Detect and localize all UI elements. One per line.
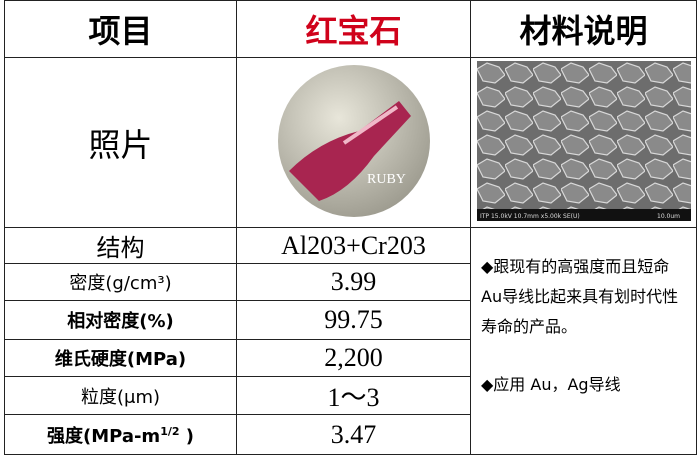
row-label: 粒度(μm) (4, 376, 237, 415)
description: ◆跟现有的高强度而且短命Au导线比起来具有划时代性寿命的产品。 ◆应用 Au，A… (470, 227, 697, 455)
row-value: 3.47 (236, 414, 471, 455)
highlight (342, 104, 398, 145)
ruby-needle (288, 100, 411, 201)
sem-texture (476, 60, 691, 221)
header-cell: 红宝石 (236, 0, 471, 58)
ruby-photo: RUBY (277, 64, 430, 217)
sem-photo: ITP 15.0kV 10.7mm x5.00k SE(U) 10.0um (476, 60, 691, 221)
spec-table: 项目 红宝石 材料说明 照片 RUBY ITP 15.0kV 10.7mm x5… (4, 0, 697, 455)
ruby-photo-cell: RUBY (236, 57, 471, 228)
sem-scale: 10.0um (657, 213, 680, 220)
header-cell: 材料说明 (470, 0, 697, 58)
row-label: 维氏硬度(MPa) (4, 339, 237, 377)
label-text: ) (179, 425, 195, 447)
row-label: 相对密度(%) (4, 300, 237, 340)
label-text: 强度(MPa-m (46, 425, 161, 447)
row-label: 结构 (4, 227, 237, 264)
row-value: 99.75 (236, 300, 471, 340)
row-value: 3.99 (236, 263, 471, 301)
photo-label: 照片 (4, 57, 237, 228)
row-value: Al203+Cr203 (236, 227, 471, 264)
ruby-caption: RUBY (367, 172, 406, 187)
description-line: ◆跟现有的高强度而且短命Au导线比起来具有划时代性寿命的产品。 (481, 257, 679, 336)
label-sup: 1/2 (160, 424, 180, 438)
description-line: ◆应用 Au，Ag导线 (481, 375, 621, 394)
row-label: 强度(MPa-m1/2 ) (4, 414, 237, 455)
sem-caption: ITP 15.0kV 10.7mm x5.00k SE(U) (480, 213, 580, 220)
sem-bar (476, 208, 691, 221)
row-value: 1～3 (236, 376, 471, 415)
row-value: 2,200 (236, 339, 471, 377)
row-label: 密度(g/cm³) (4, 263, 237, 301)
sem-photo-cell: ITP 15.0kV 10.7mm x5.00k SE(U) 10.0um (470, 57, 697, 228)
header-cell: 项目 (4, 0, 237, 58)
